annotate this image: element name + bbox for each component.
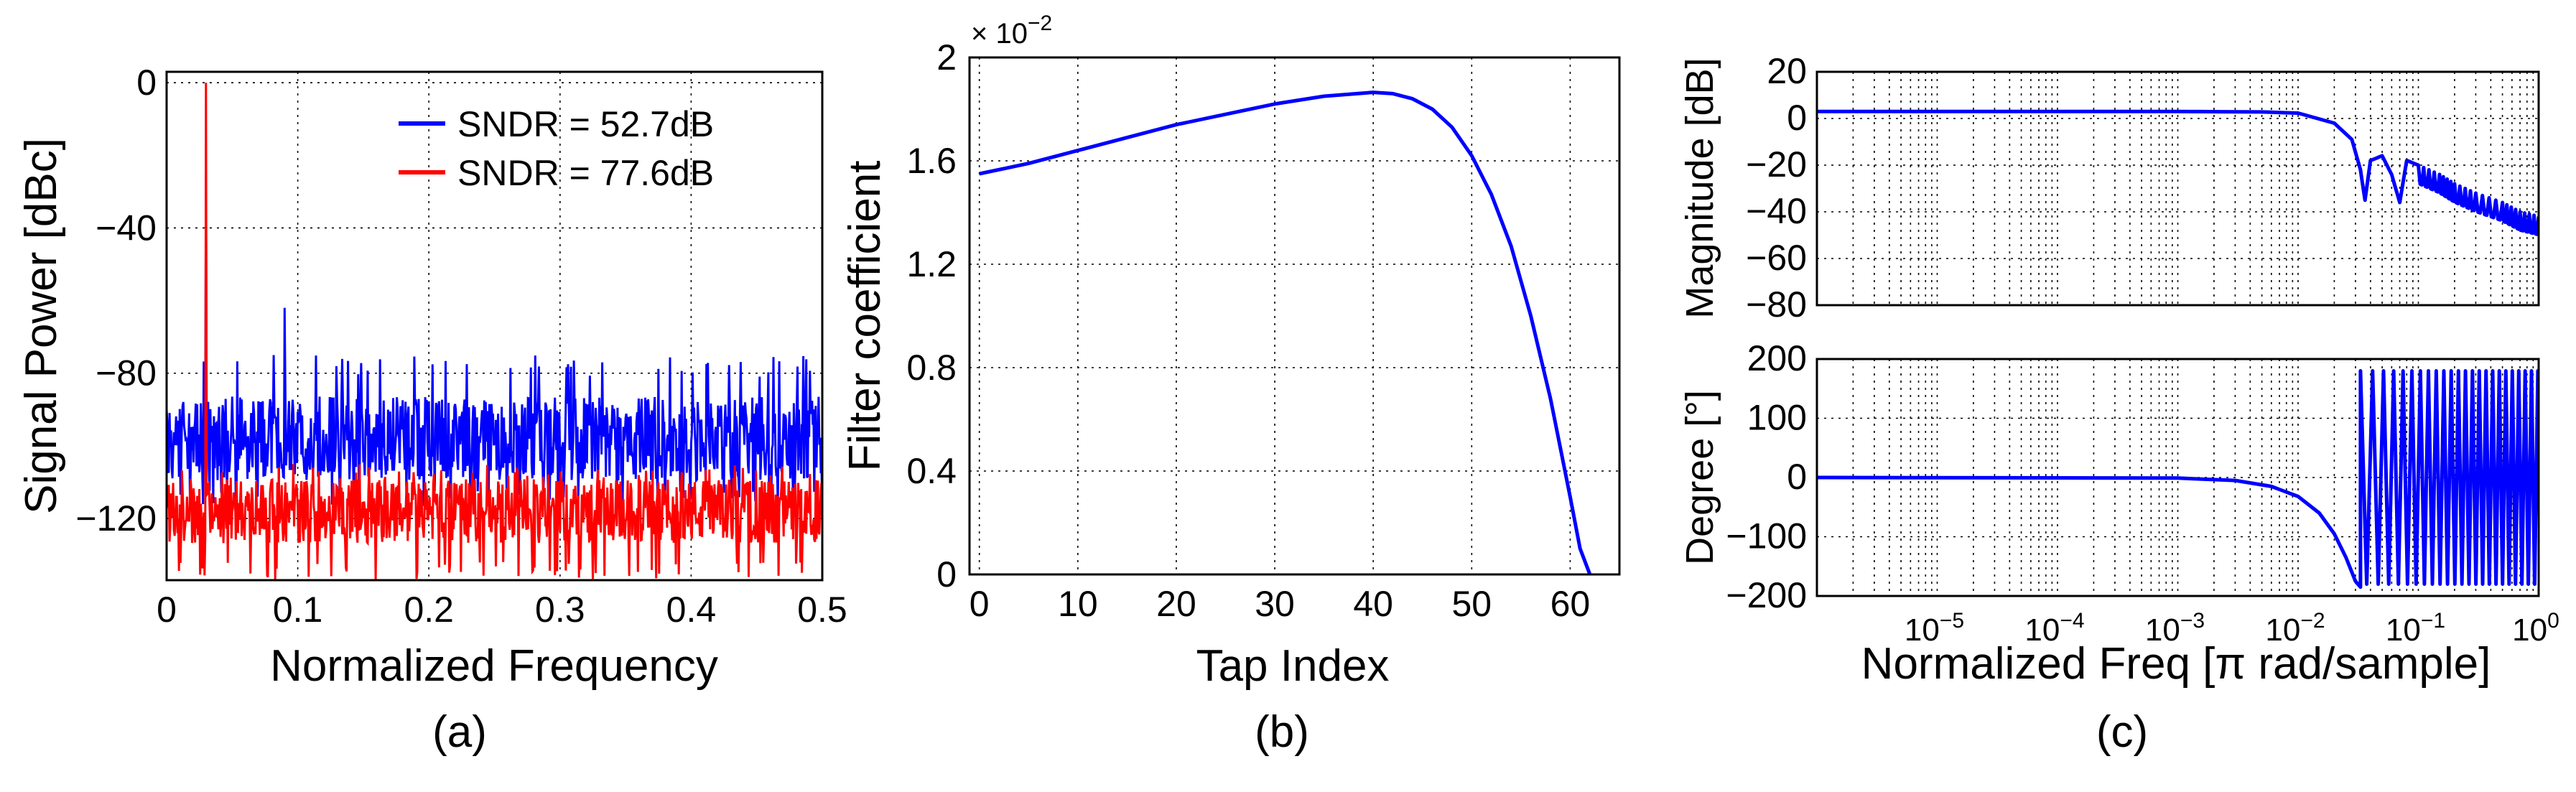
x-tick-label: 100 [2512, 609, 2559, 648]
x-tick-label: 0 [157, 590, 177, 630]
axis-multiplier: × 10−2 [971, 11, 1052, 50]
y-tick-label: −20 [1746, 144, 1807, 185]
spectrum-y-ticks: 0 −40 −80 −120 [75, 62, 157, 539]
x-tick-label: 10−5 [1905, 609, 1964, 648]
x-tick-label: 20 [1156, 584, 1196, 624]
phase-axes-box [1815, 358, 2540, 597]
x-tick-label: 0.1 [273, 590, 323, 630]
phase-y-ticks: 200 100 0 −100 −200 [1726, 338, 1807, 615]
spectrum-panel: 0 0.1 0.2 0.3 0.4 0.5 0 −40 −80 −120 SNDR = 52.7… [17, 62, 847, 757]
legend-label-red: SNDR = 77.6dB [457, 153, 714, 193]
y-tick-label: −200 [1726, 575, 1807, 615]
magnitude-panel: 20 0 −20 −40 −60 −80 Magnitude [dB] [1678, 51, 2540, 325]
y-tick-label: 0 [136, 62, 157, 103]
filter-coeff-series [979, 90, 1592, 574]
y-tick-label: −80 [1746, 284, 1807, 325]
x-tick-label: 0.4 [666, 590, 717, 630]
x-tick-label: 10−3 [2145, 609, 2205, 648]
filter-coeff-x-label: Tap Index [1196, 641, 1390, 691]
x-tick-label: 0.2 [404, 590, 454, 630]
filter-coeff-axes-box [968, 56, 1621, 576]
spectrum-x-ticks: 0 0.1 0.2 0.3 0.4 0.5 [157, 590, 847, 630]
phase-series [1817, 369, 2539, 590]
subplot-label-a: (a) [432, 707, 487, 757]
spectrum-series [167, 83, 822, 580]
phase-line [1817, 369, 2539, 590]
spectrum-legend: SNDR = 52.7dB SNDR = 77.6dB [399, 104, 714, 193]
spectrum-axes-box [165, 70, 824, 582]
filter-coeff-x-ticks: 0 10 20 30 40 50 60 [970, 584, 1590, 624]
x-tick-label: 10−1 [2386, 609, 2445, 648]
x-tick-label: 10−4 [2024, 609, 2084, 648]
subplot-label-b: (b) [1255, 707, 1309, 757]
y-tick-label: 0.4 [906, 451, 957, 491]
y-tick-label: −60 [1746, 238, 1807, 278]
legend-label-blue: SNDR = 52.7dB [457, 104, 714, 144]
filter-coeff-y-label: Filter coefficient [840, 160, 890, 471]
y-tick-label: 2 [936, 37, 957, 78]
magnitude-y-ticks: 20 0 −20 −40 −60 −80 [1746, 51, 1807, 325]
magnitude-line [1817, 109, 2539, 236]
spectrum-y-label: Signal Power [dBc] [17, 138, 66, 514]
spectrum-series-line [167, 83, 822, 580]
subplot-label-c: (c) [2096, 707, 2148, 757]
phase-x-label: Normalized Freq [π rad/sample] [1861, 639, 2491, 689]
filter-coeff-grid [970, 57, 1619, 574]
y-tick-label: 0 [936, 554, 957, 595]
y-tick-label: −40 [96, 208, 157, 248]
magnitude-series [1817, 109, 2539, 236]
y-tick-label: −80 [96, 353, 157, 393]
x-tick-label: 40 [1353, 584, 1393, 624]
x-tick-label: 30 [1255, 584, 1295, 624]
y-tick-label: 0 [1787, 98, 1807, 138]
y-tick-label: 200 [1747, 338, 1807, 378]
x-tick-label: 0.3 [535, 590, 585, 630]
y-tick-label: 1.6 [906, 141, 957, 181]
y-tick-label: 100 [1747, 398, 1807, 438]
y-tick-label: 0 [1787, 457, 1807, 497]
x-tick-label: 0.5 [797, 590, 847, 630]
filter-coeff-y-ticks: 0 0.4 0.8 1.2 1.6 2 [906, 37, 957, 595]
phase-y-label: Degree [°] [1678, 390, 1721, 565]
y-tick-label: 20 [1767, 51, 1807, 91]
y-tick-label: −40 [1746, 191, 1807, 231]
x-tick-label: 0 [970, 584, 990, 624]
y-tick-label: −120 [75, 498, 157, 539]
magnitude-y-label: Magnitude [dB] [1678, 57, 1721, 318]
magnitude-grid [1817, 72, 2539, 305]
filter-coeff-line [979, 90, 1592, 574]
y-tick-label: 1.2 [906, 244, 957, 284]
x-tick-label: 50 [1452, 584, 1492, 624]
y-tick-label: −100 [1726, 516, 1807, 556]
x-tick-label: 10−2 [2265, 609, 2325, 648]
magnitude-axes-box [1815, 70, 2540, 307]
filter-coeff-panel: 0 10 20 30 40 50 60 0 0.4 0.8 1.2 1.6 2 × 10−2 Tap … [840, 11, 1621, 757]
x-tick-label: 60 [1550, 584, 1591, 624]
phase-x-ticks: 10−5 10−4 10−3 10−2 10−1 100 [1905, 609, 2559, 648]
y-tick-label: 0.8 [906, 348, 957, 388]
spectrum-series-line [167, 173, 822, 508]
spectrum-x-label: Normalized Frequency [270, 641, 718, 691]
x-tick-label: 10 [1058, 584, 1098, 624]
